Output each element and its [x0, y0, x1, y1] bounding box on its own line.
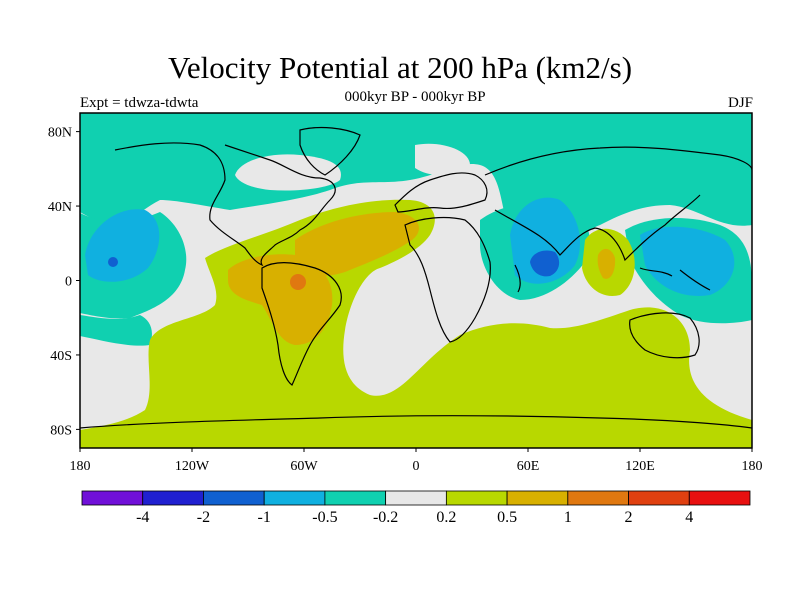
colorbar-label: 1 — [564, 509, 572, 526]
coast-south-america — [261, 262, 342, 386]
colorbar-label: 0.5 — [497, 509, 517, 526]
experiment-label: Expt = tdwza-tdwta — [80, 95, 199, 111]
field-neutral-north2 — [415, 143, 470, 176]
field-neg-mid-wpac — [640, 226, 735, 296]
field-pos-strong-amazon — [290, 274, 306, 290]
x-tick-label: 120W — [175, 459, 210, 474]
field-neg-sw-pac — [80, 315, 152, 346]
colorbar-label: -2 — [197, 509, 210, 526]
colorbar-swatch — [688, 490, 751, 506]
field-pos-mid-atlantic — [295, 212, 419, 276]
x-tick-label: 120E — [625, 459, 655, 474]
y-tick-label: 40S — [50, 349, 72, 364]
field-neg-strong-epac — [108, 257, 118, 267]
colorbar-label: -0.2 — [373, 509, 398, 526]
x-tick-label: 180 — [70, 459, 91, 474]
field-pos-mid-seasia — [597, 248, 616, 279]
y-tick-label: 40N — [48, 200, 72, 215]
chart-title: Velocity Potential at 200 hPa (km2/s) — [167, 50, 633, 85]
coast-asia — [484, 146, 752, 262]
y-tick-label: 80S — [50, 423, 72, 438]
colorbar-label: -1 — [258, 509, 271, 526]
coastlines — [80, 126, 752, 429]
colorbar-swatch — [445, 490, 508, 506]
colorbar-label: -4 — [136, 509, 149, 526]
chart-subtitle: 000kyr BP - 000kyr BP — [344, 89, 486, 105]
coast-greenland — [299, 126, 361, 176]
field-neg-strong-indian — [530, 250, 560, 277]
season-label: DJF — [727, 95, 753, 111]
coast-europe — [394, 172, 488, 213]
colorbar-label: 2 — [625, 509, 633, 526]
coast-australia — [629, 312, 700, 359]
y-axis: 80N 40N 0 40S 80S — [48, 126, 80, 438]
colorbar-swatch — [567, 490, 629, 506]
colorbar-swatch — [324, 490, 387, 506]
colorbar-swatch — [385, 490, 447, 506]
field-neutral-arctic — [235, 154, 341, 191]
coast-north-america — [114, 142, 336, 267]
x-tick-label: 60W — [290, 459, 318, 474]
contour-field — [80, 113, 752, 448]
field-pos-mid-samerica — [228, 254, 333, 345]
x-tick-label: 60E — [517, 459, 540, 474]
colorbar-label: -0.5 — [312, 509, 337, 526]
colorbar-swatch — [628, 490, 690, 506]
x-tick-label: 0 — [413, 459, 420, 474]
x-tick-label: 180 — [742, 459, 763, 474]
y-tick-label: 0 — [65, 275, 72, 290]
x-axis: 180 120W 60W 0 60E 120E 180 — [70, 448, 763, 474]
colorbar: -4 -2 -1 -0.5 -0.2 0.2 0.5 1 2 4 — [81, 490, 751, 526]
colorbar-swatch — [506, 490, 569, 506]
colorbar-label: 0.2 — [436, 509, 456, 526]
coast-africa — [404, 216, 491, 343]
colorbar-swatch — [81, 490, 144, 506]
colorbar-swatch — [142, 490, 204, 506]
colorbar-swatch — [263, 490, 326, 506]
colorbar-swatch — [203, 490, 265, 506]
field-neg-mid-epac — [85, 209, 160, 282]
coast-islands — [514, 264, 711, 293]
colorbar-label: 4 — [685, 509, 693, 526]
y-tick-label: 80N — [48, 126, 72, 141]
coast-antarctica — [80, 415, 752, 429]
